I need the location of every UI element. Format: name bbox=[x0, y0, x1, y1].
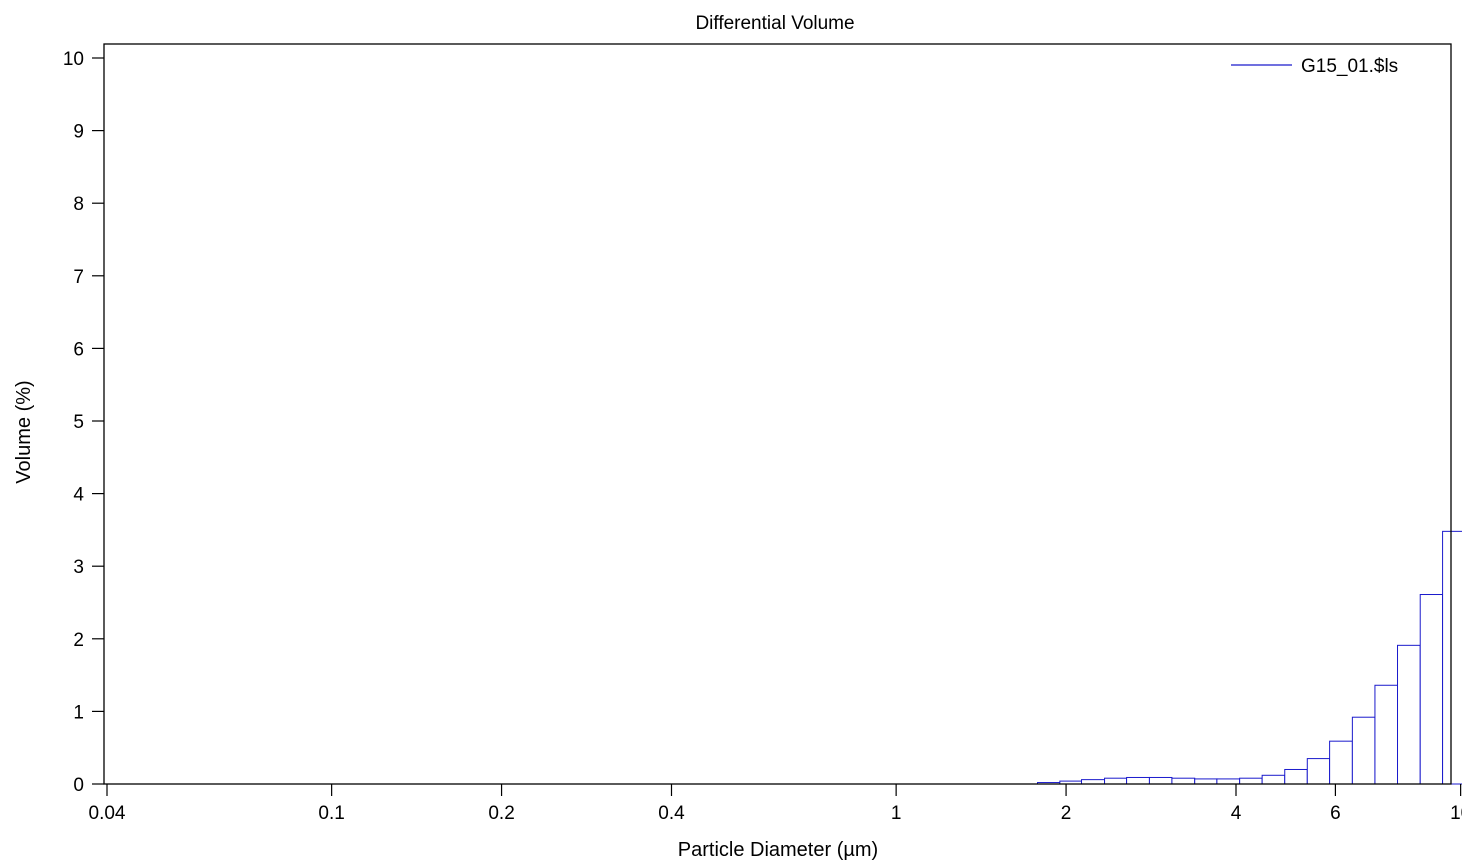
histogram-bar bbox=[1239, 777, 1263, 785]
legend: G15_01.$ls bbox=[1231, 56, 1398, 77]
histogram-bar bbox=[1306, 758, 1331, 785]
y-axis: 0 1 2 3 4 5 6 7 8 9 10 bbox=[63, 49, 104, 796]
x-tick-label: 4 bbox=[1231, 803, 1242, 824]
y-tick-label: 6 bbox=[73, 339, 84, 360]
histogram-bar bbox=[1419, 594, 1444, 785]
histogram-bar bbox=[1284, 768, 1308, 785]
histogram-bar bbox=[1171, 777, 1196, 785]
y-axis-title: Volume (%) bbox=[13, 380, 35, 483]
histogram-bar bbox=[1374, 684, 1399, 785]
x-axis: 0.040.10.20.412461020401002004001000 bbox=[89, 784, 1462, 824]
y-tick-label: 0 bbox=[73, 775, 84, 796]
y-tick-label: 1 bbox=[73, 702, 84, 723]
histogram-bar bbox=[1397, 644, 1421, 785]
y-tick-label: 8 bbox=[73, 194, 84, 215]
legend-label: G15_01.$ls bbox=[1301, 56, 1398, 77]
x-tick-label: 2 bbox=[1061, 803, 1072, 824]
histogram-bar bbox=[1194, 778, 1218, 785]
y-tick-label: 3 bbox=[73, 557, 84, 578]
y-tick-label: 9 bbox=[73, 122, 84, 143]
histogram-bar bbox=[1081, 779, 1106, 785]
x-tick-label: 0.1 bbox=[318, 803, 344, 824]
y-tick-label: 5 bbox=[73, 412, 84, 433]
x-tick-label: 0.4 bbox=[658, 803, 685, 824]
histogram-bars bbox=[1037, 530, 1462, 785]
x-tick-label: 10 bbox=[1450, 803, 1462, 824]
plot-frame bbox=[103, 43, 1452, 785]
x-axis-title: Particle Diameter (µm) bbox=[678, 839, 878, 861]
histogram-bar bbox=[1104, 777, 1128, 785]
y-tick-label: 2 bbox=[73, 630, 84, 651]
histogram-bar bbox=[1148, 776, 1173, 785]
chart-title: Differential Volume bbox=[695, 13, 854, 34]
x-tick-label: 1 bbox=[891, 803, 902, 824]
x-tick-label: 0.04 bbox=[89, 803, 126, 824]
y-tick-label: 4 bbox=[73, 485, 84, 506]
histogram-bar bbox=[1351, 716, 1376, 785]
y-tick-label: 7 bbox=[73, 267, 84, 288]
histogram-bar bbox=[1261, 774, 1286, 785]
histogram-bar bbox=[1442, 530, 1462, 785]
x-tick-label: 0.2 bbox=[488, 803, 514, 824]
histogram-bar bbox=[1126, 776, 1150, 785]
y-tick-label: 10 bbox=[63, 49, 84, 70]
x-tick-label: 6 bbox=[1330, 803, 1341, 824]
histogram-bar bbox=[1216, 778, 1241, 785]
histogram-bar bbox=[1329, 740, 1353, 785]
